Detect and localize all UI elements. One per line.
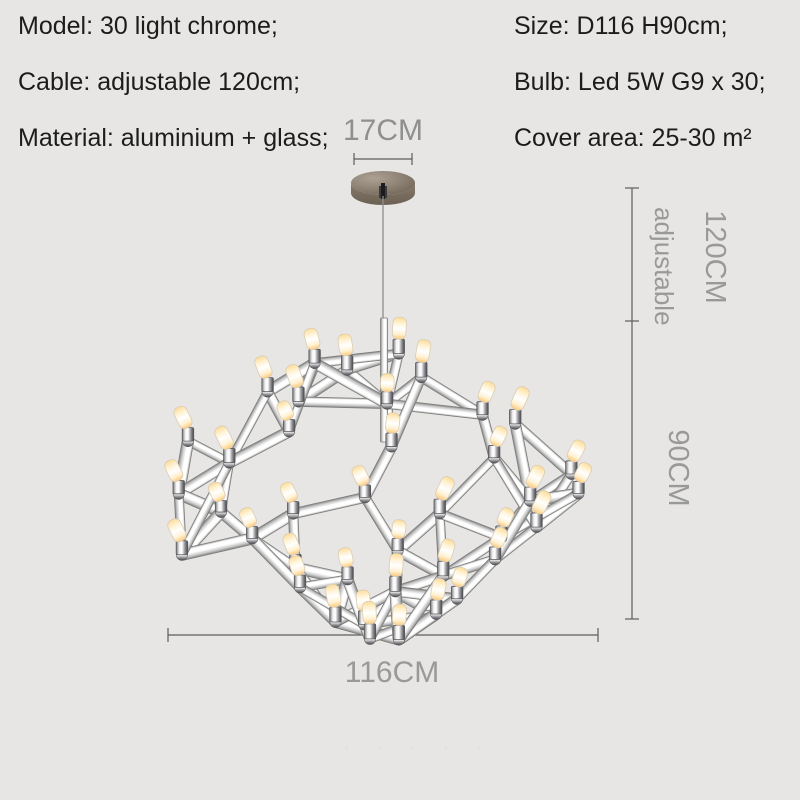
svg-text:120CM: 120CM (699, 210, 731, 304)
svg-text:17CM: 17CM (343, 114, 423, 147)
svg-text:116CM: 116CM (345, 656, 439, 689)
svg-text:▪: ▪ (411, 743, 414, 753)
svg-text:90CM: 90CM (662, 429, 694, 506)
svg-text:adjustable: adjustable (649, 207, 679, 326)
svg-text:▪: ▪ (345, 743, 348, 753)
svg-text:▪: ▪ (378, 743, 381, 753)
svg-text:▪: ▪ (444, 743, 447, 753)
svg-text:▪: ▪ (477, 743, 480, 753)
